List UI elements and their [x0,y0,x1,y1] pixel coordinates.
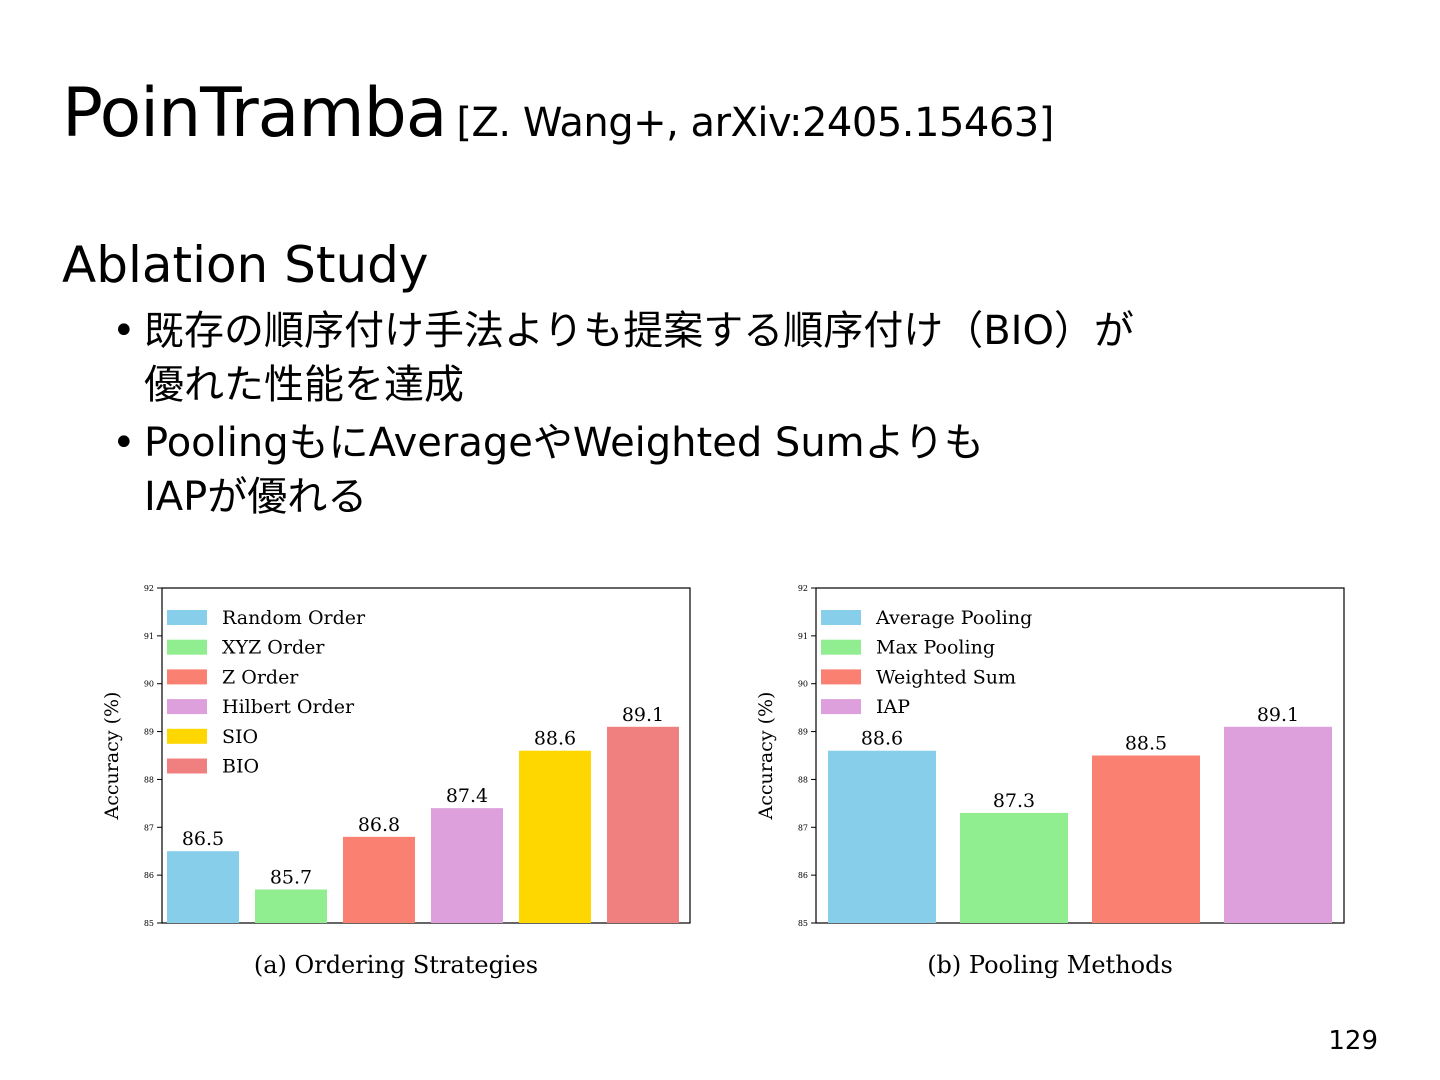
ordering-data-label: 89.1 [622,704,664,726]
bullet-list: 既存の順序付け手法よりも提案する順序付け（BIO）が 優れた性能を達成 Pool… [112,304,1372,528]
ordering-bar [343,836,415,923]
pooling-legend-label: Max Pooling [876,637,995,659]
ordering-ytick-label: 85 [144,919,154,928]
ordering-bar [431,808,503,923]
ordering-plot-frame [161,587,691,924]
pooling-ylabel: Accuracy (%) [755,692,777,821]
ordering-legend-swatch [167,758,207,774]
pooling-ytick-label: 88 [798,775,808,784]
pooling-data-label: 88.5 [1125,733,1167,755]
ordering-data-label: 86.5 [182,828,224,850]
ordering-data-label: 88.6 [534,728,576,750]
pooling-bar [1224,726,1332,923]
pooling-data-label: 88.6 [861,728,903,750]
pooling-caption: (b) Pooling Methods [927,951,1173,979]
ordering-ytick-label: 92 [144,584,154,593]
pooling-ytick-label: 92 [798,584,808,593]
pooling-legend-swatch [821,699,861,715]
ordering-ytick-label: 89 [144,728,154,737]
pooling-legend-label: IAP [876,696,910,718]
ordering-bar [607,726,679,923]
pooling-legend-swatch [821,669,861,685]
ordering-ytick-label: 90 [144,680,154,689]
ordering-ylabel: Accuracy (%) [101,692,123,821]
bullet-item: 既存の順序付け手法よりも提案する順序付け（BIO）が 優れた性能を達成 [112,304,1372,412]
ordering-legend-swatch [167,610,207,625]
pooling-bar [828,750,936,923]
ordering-caption: (a) Ordering Strategies [254,951,538,979]
ordering-legend-label: Z Order [222,666,299,688]
ordering-ytick-label: 87 [144,823,154,832]
ordering-data-label: 85.7 [270,867,312,889]
ordering-legend-label: BIO [222,756,259,778]
bullet-line: 既存の順序付け手法よりも提案する順序付け（BIO）が [144,308,1134,354]
ordering-legend-swatch [167,669,207,685]
ordering-legend-label: SIO [222,726,258,748]
ordering-strategies-chart: 85 86 87 88 89 90 91 92 Accuracy (%) 86.5 85.7 86.8… [80,576,720,996]
pooling-legend-swatch [821,639,861,655]
ordering-ytick-label: 88 [144,775,154,784]
ordering-legend-label: Hilbert Order [222,696,355,718]
pooling-ytick-label: 87 [798,823,808,832]
pooling-methods-chart: 85 86 87 88 89 90 91 92 Accuracy (%) 88.6 87.3 88.5… [734,576,1374,996]
pooling-legend-label: Weighted Sum [876,666,1016,688]
ordering-bar [255,889,327,923]
ordering-data-label: 86.8 [358,814,400,836]
pooling-ytick-label: 90 [798,680,808,689]
ordering-legend-swatch [167,699,207,715]
bullet-line: PoolingもにAverageやWeighted Sumよりも [144,420,984,466]
ordering-legend-swatch [167,639,207,655]
ordering-ytick-label: 91 [144,632,154,641]
pooling-ytick-label: 89 [798,728,808,737]
bullet-line: IAPが優れる [144,474,368,520]
bullet-line: 優れた性能を達成 [144,362,464,408]
pooling-bar [960,812,1068,923]
ordering-legend-swatch [167,728,207,744]
ordering-chart-svg: 85 86 87 88 89 90 91 92 Accuracy (%) 86.5 85.7 86.8… [101,584,691,979]
pooling-data-label: 87.3 [993,790,1035,812]
ordering-legend-label: Random Order [222,607,366,629]
pooling-plot-frame [815,587,1345,924]
pooling-ytick-label: 91 [798,632,808,641]
ordering-ytick-label: 86 [144,871,154,880]
bullet-item: PoolingもにAverageやWeighted Sumよりも IAPが優れる [112,416,1372,524]
citation: [Z. Wang+, arXiv:2405.15463] [456,100,1054,146]
ordering-bar [519,750,591,923]
pooling-ytick-label: 86 [798,871,808,880]
pooling-legend-label: Average Pooling [875,607,1032,629]
title-text: PoinTramba [62,74,447,153]
pooling-ytick-label: 85 [798,919,808,928]
ordering-data-label: 87.4 [446,785,488,807]
page-number: 129 [1328,1026,1378,1056]
ordering-legend-label: XYZ Order [222,637,325,659]
pooling-bar [1092,755,1200,923]
pooling-data-label: 89.1 [1257,704,1299,726]
pooling-chart-svg: 85 86 87 88 89 90 91 92 Accuracy (%) 88.6 87.3 88.5… [755,584,1345,979]
slide-title: PoinTramba [Z. Wang+, arXiv:2405.15463] [62,80,1054,148]
pooling-legend-swatch [821,610,861,625]
section-heading: Ablation Study [62,236,429,294]
ordering-bar [167,851,239,923]
